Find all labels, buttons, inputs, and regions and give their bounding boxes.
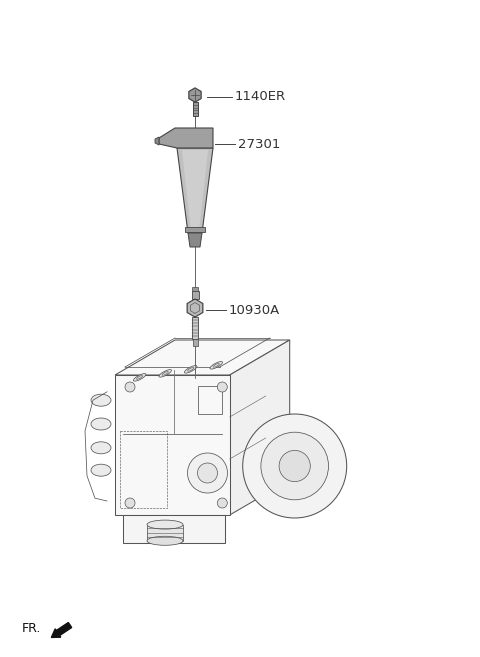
Ellipse shape [162,371,168,375]
Ellipse shape [188,367,194,371]
Circle shape [243,414,347,518]
Ellipse shape [184,365,197,373]
Ellipse shape [91,394,111,406]
Text: 1140ER: 1140ER [235,91,286,104]
Text: 10930A: 10930A [229,304,280,317]
Circle shape [261,432,328,500]
Polygon shape [230,340,290,515]
Polygon shape [115,375,230,515]
Bar [192,317,198,339]
Ellipse shape [91,464,111,476]
Ellipse shape [159,370,171,377]
Text: FR.: FR. [22,622,41,635]
Bar [147,524,183,541]
Ellipse shape [147,536,183,545]
Circle shape [279,451,310,482]
Ellipse shape [136,376,143,379]
Ellipse shape [147,520,183,529]
Ellipse shape [210,361,223,369]
Bar [185,227,205,232]
Polygon shape [189,88,201,102]
Polygon shape [123,515,225,543]
Polygon shape [187,299,203,317]
Circle shape [125,498,135,508]
Circle shape [125,382,135,392]
Ellipse shape [133,374,146,381]
Bar [192,287,198,291]
Polygon shape [177,148,213,233]
Polygon shape [188,233,202,247]
Ellipse shape [91,442,111,454]
Polygon shape [115,340,290,375]
Ellipse shape [213,363,219,367]
Bar [192,291,199,299]
Text: 27301: 27301 [238,137,280,150]
Ellipse shape [91,418,111,430]
Circle shape [197,463,217,483]
FancyArrow shape [51,622,72,637]
Polygon shape [159,128,213,148]
Polygon shape [182,150,208,231]
Circle shape [217,498,228,508]
Circle shape [188,453,228,493]
Polygon shape [155,137,159,145]
Circle shape [217,382,228,392]
Bar [192,339,197,346]
Bar [192,102,197,116]
